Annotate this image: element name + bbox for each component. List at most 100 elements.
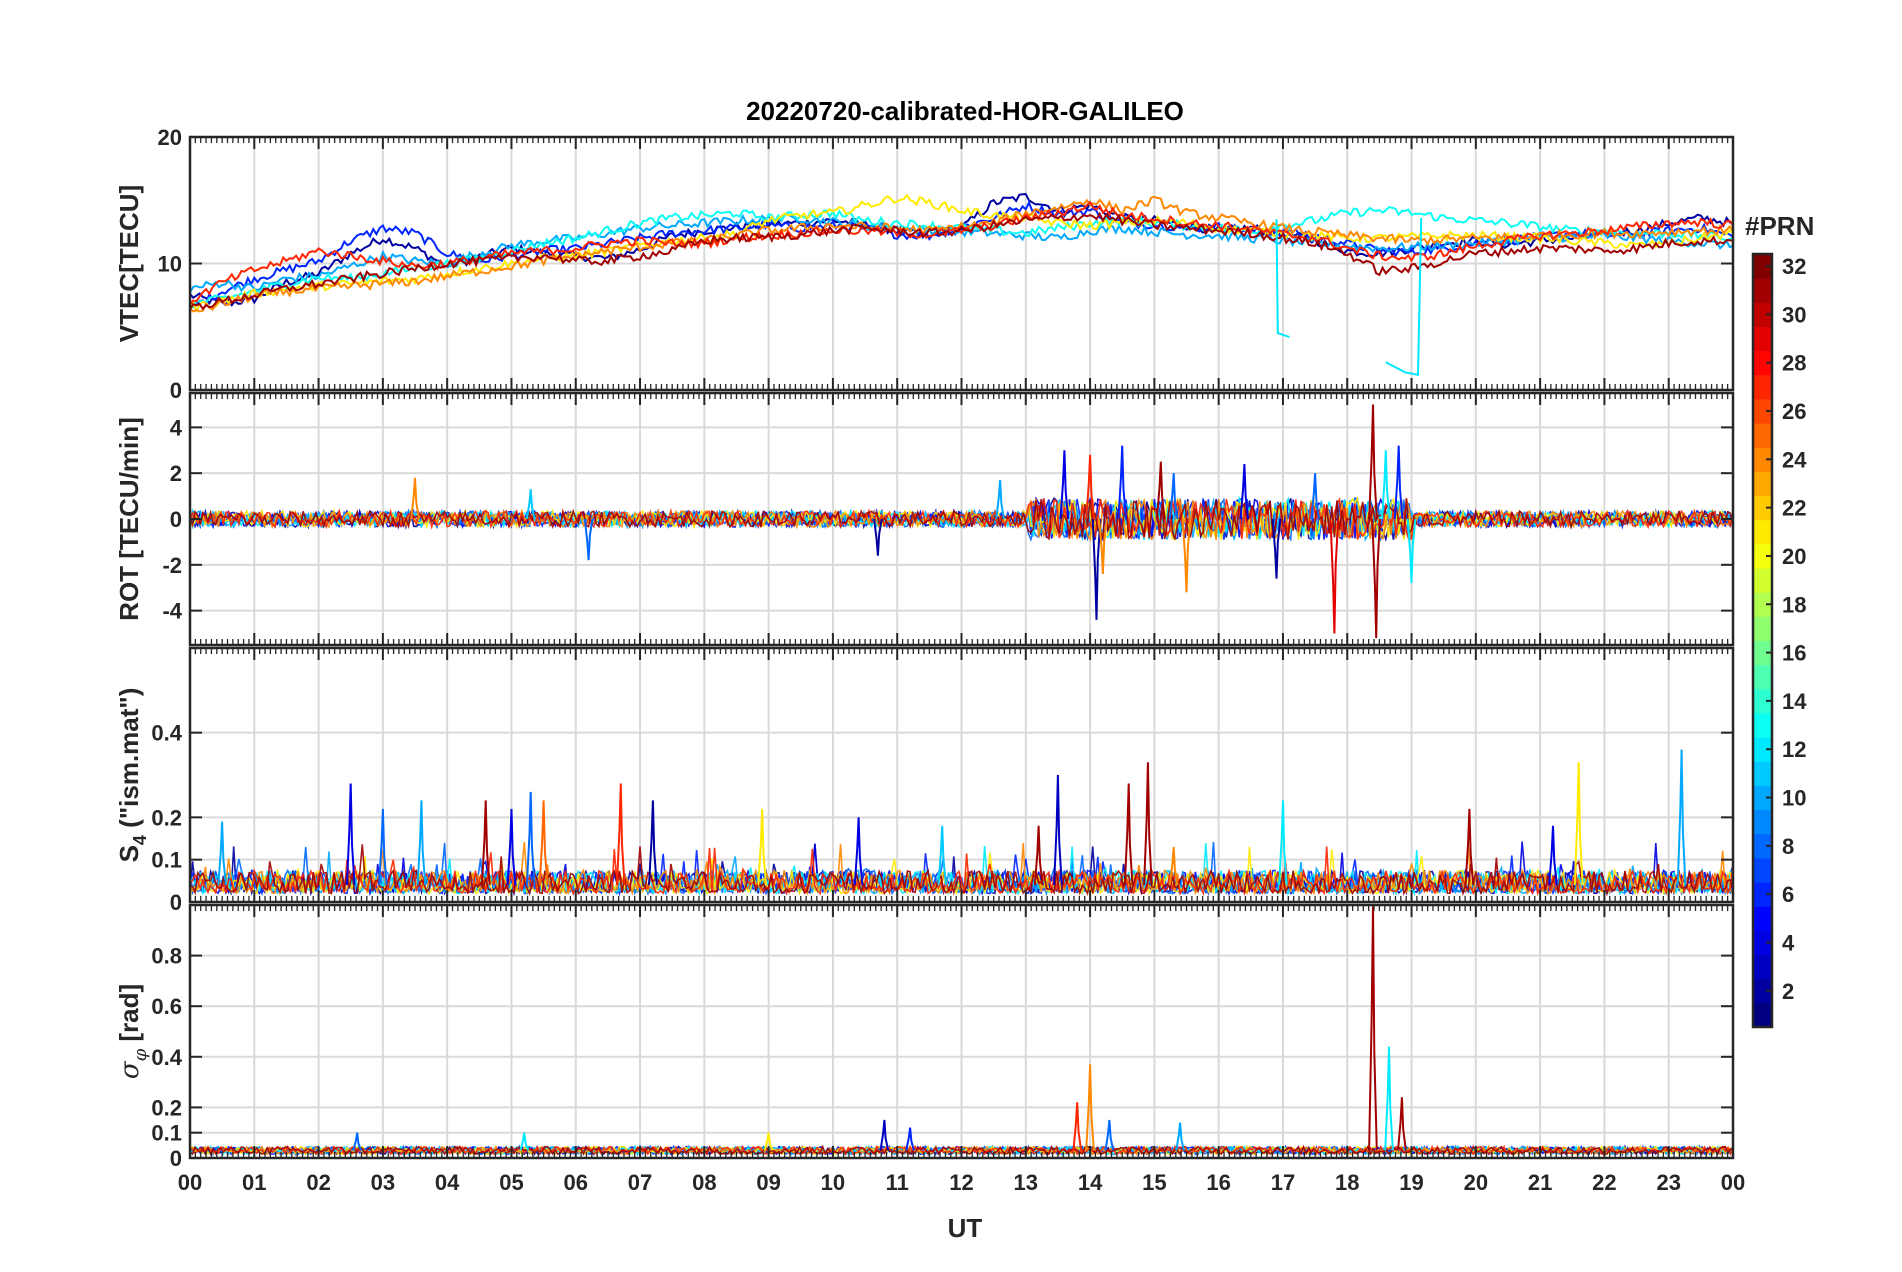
colorbar-band xyxy=(1753,543,1772,569)
x-tick-label: 08 xyxy=(692,1170,716,1195)
vtec-series-prn-31 xyxy=(190,211,1733,311)
y-tick-label: 0 xyxy=(170,507,182,532)
colorbar-band xyxy=(1753,447,1772,472)
s4-spike xyxy=(345,783,356,886)
colorbar-tick-label: 10 xyxy=(1782,786,1806,811)
x-tick-label: 00 xyxy=(178,1170,202,1195)
sigma-spike xyxy=(1384,1046,1394,1151)
s4-spike xyxy=(480,800,491,886)
y-tick-label: 0.1 xyxy=(151,848,182,873)
colorbar-tick-label: 22 xyxy=(1782,496,1806,521)
x-tick-label: 11 xyxy=(886,1170,909,1195)
rot-spike xyxy=(1371,518,1381,639)
y-tick-label: 0.4 xyxy=(151,1045,182,1070)
colorbar-band xyxy=(1753,737,1772,762)
x-tick-label: 04 xyxy=(435,1170,460,1195)
x-tick-label: 12 xyxy=(949,1170,973,1195)
colorbar-band xyxy=(1753,1002,1772,1028)
colorbar-tick-label: 16 xyxy=(1782,641,1806,666)
rot-spike xyxy=(1168,473,1179,520)
rot-spike xyxy=(1381,450,1391,520)
colorbar-band xyxy=(1753,761,1772,786)
y-tick-label: 4 xyxy=(170,415,183,440)
rot-spike xyxy=(1310,473,1320,520)
s4-spike xyxy=(538,800,549,886)
rot-spike xyxy=(1117,445,1128,520)
x-tick-label: 00 xyxy=(1721,1170,1745,1195)
x-axis-label: UT xyxy=(948,1213,983,1243)
s4-spike xyxy=(1278,800,1288,886)
s4-spike xyxy=(1053,774,1063,886)
x-tick-label: 05 xyxy=(499,1170,523,1195)
s4-spike xyxy=(1548,825,1558,886)
rot-spike xyxy=(1155,461,1166,520)
s4-spike xyxy=(757,808,768,886)
x-tick-label: 01 xyxy=(242,1170,266,1195)
s4-spike xyxy=(648,800,658,886)
rot-spike xyxy=(1085,454,1095,520)
rot-spike xyxy=(1406,518,1417,584)
x-tick-label: 14 xyxy=(1078,1170,1103,1195)
s4-spike xyxy=(217,821,227,886)
y-tick-label: 0 xyxy=(170,890,182,915)
rot-spike xyxy=(873,518,883,556)
y-tick-label: 10 xyxy=(158,252,182,277)
x-tick-label: 18 xyxy=(1335,1170,1359,1195)
colorbar-tick-label: 14 xyxy=(1782,689,1807,714)
rot-spike xyxy=(410,477,420,520)
x-tick-label: 15 xyxy=(1142,1170,1166,1195)
rot-spike xyxy=(525,489,536,520)
rot-spike xyxy=(1393,445,1404,520)
x-tick-label: 19 xyxy=(1399,1170,1423,1195)
colorbar-band xyxy=(1753,882,1772,907)
colorbar-band xyxy=(1753,712,1772,738)
x-tick-label: 22 xyxy=(1592,1170,1616,1195)
colorbar-tick-label: 6 xyxy=(1782,882,1794,907)
sigma-spike xyxy=(879,1119,890,1151)
colorbar-label: #PRN xyxy=(1745,211,1814,241)
sigma-spike xyxy=(1397,1097,1407,1151)
x-tick-label: 09 xyxy=(756,1170,780,1195)
s4-spike xyxy=(615,783,626,886)
panel-s4: 0 0.1 0.2 0.4S4 ("ism.mat") xyxy=(114,646,1735,915)
rot-series-prn-31 xyxy=(190,498,1733,541)
s4-spike xyxy=(937,825,948,886)
y-tick-label: 0 xyxy=(170,378,182,403)
vtec-series-prn-24 xyxy=(190,195,1733,313)
y-tick-label: 0.8 xyxy=(151,944,182,969)
s4-spike xyxy=(1143,762,1153,886)
rot-spike xyxy=(1329,518,1340,634)
x-tick-label: 13 xyxy=(1014,1170,1038,1195)
rot-spike xyxy=(1181,518,1192,593)
s4-spike xyxy=(378,808,388,886)
panel-rot: -4 -2 0 2 4 ROT [TECU/min] xyxy=(114,391,1735,647)
series-group-rot xyxy=(190,404,1733,639)
x-tick-label: 02 xyxy=(306,1170,330,1195)
s4-spike xyxy=(1464,808,1475,886)
sigma-spike xyxy=(1104,1119,1115,1151)
x-tick-label: 10 xyxy=(821,1170,845,1195)
colorbar-band xyxy=(1753,568,1772,593)
s4-spike xyxy=(525,791,536,886)
sigma-spike xyxy=(905,1127,915,1151)
s4-series-prn-27 xyxy=(190,846,1733,897)
rot-spike xyxy=(1098,518,1108,575)
y-tick-label: 0.6 xyxy=(151,994,182,1019)
colorbar-band xyxy=(1753,785,1772,811)
x-tick-label: 07 xyxy=(628,1170,652,1195)
colorbar-band xyxy=(1753,640,1772,666)
y-tick-label: 0.1 xyxy=(151,1121,182,1146)
y-tick-label: 0 xyxy=(170,1146,182,1171)
s4-spike xyxy=(1123,783,1134,886)
y-tick-label: -4 xyxy=(162,599,182,624)
colorbar-band xyxy=(1753,254,1772,279)
colorbar-band xyxy=(1753,954,1772,980)
y-tick-label: 0.2 xyxy=(151,805,182,830)
rot-spike xyxy=(1271,518,1282,579)
colorbar-band xyxy=(1753,519,1772,545)
colorbar-band xyxy=(1753,350,1772,376)
chart-title: 20220720-calibrated-HOR-GALILEO xyxy=(746,96,1184,126)
colorbar-tick-label: 8 xyxy=(1782,834,1794,859)
